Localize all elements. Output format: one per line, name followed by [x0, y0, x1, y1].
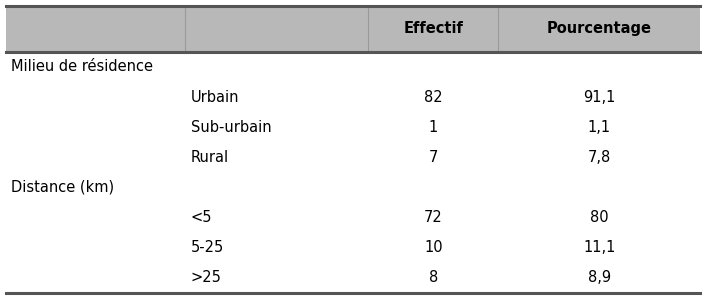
Text: 10: 10	[424, 240, 443, 255]
Bar	[6, 6, 700, 52]
Text: 1,1: 1,1	[588, 120, 611, 135]
Bar	[6, 82, 700, 112]
Text: Milieu de résidence: Milieu de résidence	[11, 59, 153, 74]
Text: 80: 80	[590, 210, 609, 225]
Text: 7,8: 7,8	[588, 150, 611, 165]
Text: 91,1: 91,1	[584, 89, 615, 104]
Text: Distance (km): Distance (km)	[11, 180, 114, 195]
Text: >25: >25	[191, 271, 222, 285]
Bar	[6, 112, 700, 142]
Bar	[6, 52, 700, 82]
Text: Sub-urbain: Sub-urbain	[191, 120, 272, 135]
Text: 72: 72	[424, 210, 443, 225]
Text: Rural: Rural	[191, 150, 229, 165]
Bar	[6, 263, 700, 293]
Text: 5-25: 5-25	[191, 240, 224, 255]
Bar	[6, 202, 700, 233]
Text: Pourcentage: Pourcentage	[547, 21, 652, 36]
Text: Urbain: Urbain	[191, 89, 239, 104]
Text: 11,1: 11,1	[584, 240, 615, 255]
Text: 7: 7	[429, 150, 438, 165]
Text: 8: 8	[429, 271, 438, 285]
Text: Effectif: Effectif	[403, 21, 463, 36]
Text: 1: 1	[429, 120, 438, 135]
Text: 82: 82	[424, 89, 443, 104]
Bar	[6, 142, 700, 172]
Text: 8,9: 8,9	[588, 271, 611, 285]
Bar	[6, 233, 700, 263]
Bar	[6, 172, 700, 202]
Text: <5: <5	[191, 210, 213, 225]
